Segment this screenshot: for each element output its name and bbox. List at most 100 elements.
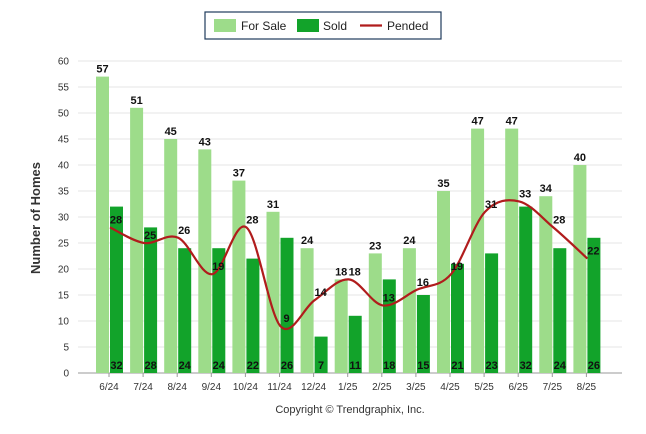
data-label-for-sale: 40 bbox=[574, 152, 586, 164]
data-label-sold: 23 bbox=[485, 360, 497, 372]
bar-sold bbox=[451, 263, 464, 373]
data-label-pended: 19 bbox=[212, 261, 224, 273]
x-tick-label: 10/24 bbox=[233, 382, 258, 393]
data-labels: 57 32 51 28 45 24 43 24 37 22 31 26 24 7 18 11 23 18 24 15 3… bbox=[96, 64, 600, 372]
x-tick-label: 7/25 bbox=[543, 382, 563, 393]
y-tick-label: 0 bbox=[63, 369, 69, 380]
data-label-pended: 31 bbox=[485, 199, 497, 211]
bar-sold bbox=[144, 227, 158, 373]
data-label-for-sale: 47 bbox=[471, 116, 483, 128]
bar-sold bbox=[212, 248, 226, 373]
x-tick-label: 6/24 bbox=[99, 382, 119, 393]
data-label-pended: 9 bbox=[283, 313, 289, 325]
bar-for-sale bbox=[334, 279, 348, 373]
data-label-pended: 13 bbox=[383, 292, 395, 304]
bar-for-sale bbox=[164, 139, 178, 373]
y-tick-label: 45 bbox=[58, 135, 70, 146]
bar-for-sale bbox=[300, 248, 314, 373]
data-label-for-sale: 51 bbox=[130, 95, 142, 107]
bar-for-sale bbox=[471, 128, 485, 373]
data-label-pended: 14 bbox=[314, 287, 327, 299]
bar-sold bbox=[348, 315, 362, 373]
y-tick-label: 20 bbox=[58, 265, 70, 276]
x-tick-label: 8/24 bbox=[167, 382, 187, 393]
data-label-sold: 26 bbox=[588, 360, 600, 372]
bar-for-sale bbox=[232, 180, 246, 373]
data-label-pended: 18 bbox=[349, 266, 361, 278]
data-label-sold: 32 bbox=[520, 360, 532, 372]
x-tick-label: 2/25 bbox=[372, 382, 392, 393]
bar-sold bbox=[553, 248, 567, 373]
x-tick-label: 4/25 bbox=[440, 382, 460, 393]
x-tick-label: 1/25 bbox=[338, 382, 358, 393]
data-label-sold: 24 bbox=[213, 360, 226, 372]
y-tick-label: 5 bbox=[63, 343, 69, 354]
data-label-sold: 26 bbox=[281, 360, 293, 372]
bar-for-sale bbox=[402, 248, 416, 373]
data-label-sold: 15 bbox=[417, 360, 429, 372]
x-tick-label: 12/24 bbox=[301, 382, 326, 393]
x-tick-label: 9/24 bbox=[202, 382, 222, 393]
bar-for-sale bbox=[266, 211, 280, 373]
data-label-sold: 22 bbox=[247, 360, 259, 372]
data-label-for-sale: 37 bbox=[233, 168, 245, 180]
legend-label-pended: Pended bbox=[387, 19, 428, 33]
y-tick-label: 35 bbox=[58, 187, 70, 198]
bar-sold bbox=[519, 206, 533, 373]
data-label-pended: 25 bbox=[144, 230, 156, 242]
data-label-for-sale: 43 bbox=[199, 136, 211, 148]
data-label-pended: 28 bbox=[553, 214, 565, 226]
y-tick-label: 50 bbox=[58, 109, 70, 120]
data-label-pended: 19 bbox=[451, 261, 463, 273]
y-tick-label: 25 bbox=[58, 239, 70, 250]
bar-sold bbox=[485, 253, 499, 373]
legend-swatch-for-sale bbox=[214, 19, 236, 32]
data-label-for-sale: 23 bbox=[369, 240, 381, 252]
x-tick-labels: 6/24 7/24 8/24 9/24 10/24 11/24 12/24 1/25 2/25 3… bbox=[99, 382, 596, 393]
x-tick-label: 8/25 bbox=[577, 382, 597, 393]
copyright-text: Copyright © Trendgraphix, Inc. bbox=[275, 404, 424, 416]
data-label-sold: 18 bbox=[383, 360, 395, 372]
bars bbox=[96, 76, 601, 374]
y-tick-label: 55 bbox=[58, 83, 70, 94]
data-label-pended: 26 bbox=[178, 225, 190, 237]
x-tick-label: 5/25 bbox=[474, 382, 494, 393]
data-label-sold: 24 bbox=[179, 360, 192, 372]
data-label-sold: 32 bbox=[110, 360, 122, 372]
data-label-for-sale: 24 bbox=[301, 235, 314, 247]
data-label-pended: 16 bbox=[417, 277, 429, 289]
legend-swatch-sold bbox=[297, 19, 319, 32]
y-tick-label: 40 bbox=[58, 161, 70, 172]
bar-sold bbox=[587, 237, 601, 373]
data-label-sold: 7 bbox=[318, 360, 324, 372]
pended-line-path bbox=[109, 199, 589, 330]
x-tick-label: 11/24 bbox=[267, 382, 292, 393]
bar-for-sale bbox=[368, 253, 382, 373]
bar-sold bbox=[280, 237, 294, 373]
data-label-sold: 28 bbox=[144, 360, 156, 372]
bar-sold bbox=[314, 336, 328, 373]
bar-sold bbox=[246, 258, 260, 373]
data-label-for-sale: 35 bbox=[437, 178, 449, 190]
data-label-pended: 33 bbox=[519, 188, 531, 200]
legend-box bbox=[204, 11, 442, 40]
bar-for-sale bbox=[198, 149, 212, 373]
data-label-for-sale: 45 bbox=[165, 126, 177, 138]
bar-sold bbox=[416, 295, 430, 373]
data-label-pended: 22 bbox=[587, 246, 599, 258]
x-tick-label: 6/25 bbox=[508, 382, 528, 393]
data-label-for-sale: 34 bbox=[540, 183, 553, 195]
bar-for-sale bbox=[539, 196, 553, 373]
data-label-for-sale: 47 bbox=[506, 116, 518, 128]
y-axis-label: Number of Homes bbox=[28, 162, 43, 274]
data-label-pended: 28 bbox=[110, 214, 122, 226]
y-tick-label: 15 bbox=[58, 291, 70, 302]
y-tick-labels: 0 5 10 15 20 25 30 35 40 45 50 55 60 bbox=[58, 57, 70, 380]
y-tick-label: 10 bbox=[58, 317, 70, 328]
pended-line bbox=[109, 199, 589, 330]
data-label-for-sale: 18 bbox=[335, 266, 347, 278]
x-tick-label: 3/25 bbox=[406, 382, 426, 393]
legend: For Sale Sold Pended bbox=[204, 11, 442, 40]
data-label-for-sale: 57 bbox=[96, 64, 108, 76]
